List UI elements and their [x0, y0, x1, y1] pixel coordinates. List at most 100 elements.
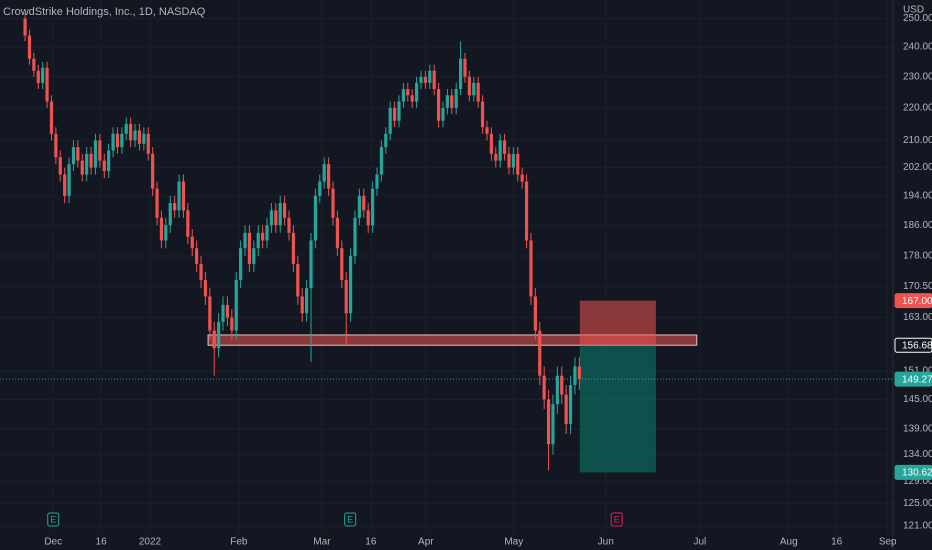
price-label: 167.00: [902, 296, 932, 307]
candle-body: [538, 330, 542, 376]
x-tick-label: Apr: [418, 537, 434, 548]
candle-body: [208, 296, 212, 331]
candle-body: [177, 181, 181, 211]
candle-body: [142, 133, 146, 144]
x-tick-label: Jun: [598, 537, 614, 548]
candle-body: [414, 82, 419, 102]
event-label: E: [347, 514, 353, 524]
candle-body: [458, 58, 463, 90]
candle-body: [573, 366, 577, 386]
candle-body: [577, 366, 581, 380]
candle-body: [181, 181, 186, 211]
candle-body: [199, 263, 203, 280]
candle-body: [516, 153, 520, 175]
candle-body: [542, 375, 546, 400]
candle-body: [450, 95, 454, 108]
candle-body: [392, 107, 397, 121]
y-tick-label: 139.00: [903, 424, 932, 435]
candle-body: [560, 375, 564, 395]
candle-body: [212, 330, 216, 349]
x-tick-label: Jul: [693, 537, 706, 548]
candle-body: [120, 133, 124, 148]
candle-body: [441, 107, 445, 121]
price-label-box: [894, 293, 932, 309]
stop-zone: [579, 300, 656, 346]
candle-body: [58, 157, 62, 175]
y-tick-label: 121.00: [903, 521, 932, 532]
y-tick-label: 163.00: [903, 312, 932, 323]
candle-body: [300, 296, 304, 314]
candle-body: [269, 210, 274, 226]
candle-body: [494, 153, 498, 161]
candle-body: [397, 101, 401, 121]
candle-body: [256, 232, 260, 249]
event-label: E: [50, 514, 56, 524]
candle-body: [472, 82, 476, 96]
chart-title: CrowdStrike Holdings, Inc., 1D, NASDAQ: [3, 6, 206, 18]
candle-body: [362, 195, 366, 211]
candle-body: [41, 67, 45, 83]
candle-body: [511, 153, 515, 168]
candle-body: [340, 248, 344, 280]
candle-body: [524, 181, 529, 241]
candle-body: [102, 160, 106, 172]
candle-body: [502, 140, 507, 154]
candle-body: [80, 160, 84, 175]
y-tick-label: 145.00: [903, 394, 932, 405]
candle-body: [344, 279, 348, 314]
candle-body: [353, 217, 357, 257]
y-tick-label: 151.00: [903, 366, 932, 377]
x-tick-label: Feb: [230, 537, 248, 548]
candle-body: [546, 399, 551, 445]
candle-body: [370, 188, 375, 226]
candle-body: [252, 248, 256, 264]
candle-body: [71, 147, 76, 165]
price-label-box: [894, 371, 932, 387]
price-label-box: [894, 337, 932, 353]
candles: [23, 12, 581, 471]
candle-body: [76, 147, 80, 161]
x-tick-label: May: [504, 537, 523, 548]
candle-body: [265, 225, 269, 241]
candle-body: [85, 153, 89, 175]
candle-body: [32, 58, 36, 71]
candle-body: [331, 188, 335, 218]
candle-body: [283, 203, 287, 218]
candle-body: [309, 240, 313, 289]
candle-body: [45, 67, 49, 102]
candle-body: [107, 150, 111, 172]
candle-body: [555, 375, 559, 405]
candle-body: [23, 18, 27, 36]
candle-body: [296, 263, 300, 297]
candle-body: [186, 210, 190, 237]
candle-body: [291, 232, 296, 264]
candle-body: [454, 89, 458, 108]
candle-body: [278, 203, 282, 226]
candle-body: [529, 240, 533, 297]
y-tick-label: 194.00: [903, 190, 932, 201]
candle-body: [327, 164, 331, 189]
event-marker: [47, 512, 60, 527]
x-tick-label: Mar: [313, 537, 331, 548]
price-label-box: [894, 464, 932, 480]
x-tick-label: 16: [96, 537, 108, 548]
candle-body: [129, 123, 133, 141]
candle-body: [507, 153, 511, 168]
candle-body: [379, 147, 383, 175]
currency: USD: [903, 5, 924, 16]
candle-body: [89, 153, 93, 168]
candle-body: [173, 203, 177, 211]
candle-body: [217, 321, 221, 349]
price-label: 130.62: [902, 468, 932, 479]
candle-body: [159, 217, 164, 241]
candle-body: [98, 140, 102, 161]
candle-body: [234, 279, 238, 331]
candle-body: [230, 317, 234, 331]
candle-body: [419, 76, 423, 83]
y-tick-label: 202.00: [903, 162, 932, 173]
candle-body: [318, 181, 322, 196]
candle-body: [564, 394, 568, 424]
